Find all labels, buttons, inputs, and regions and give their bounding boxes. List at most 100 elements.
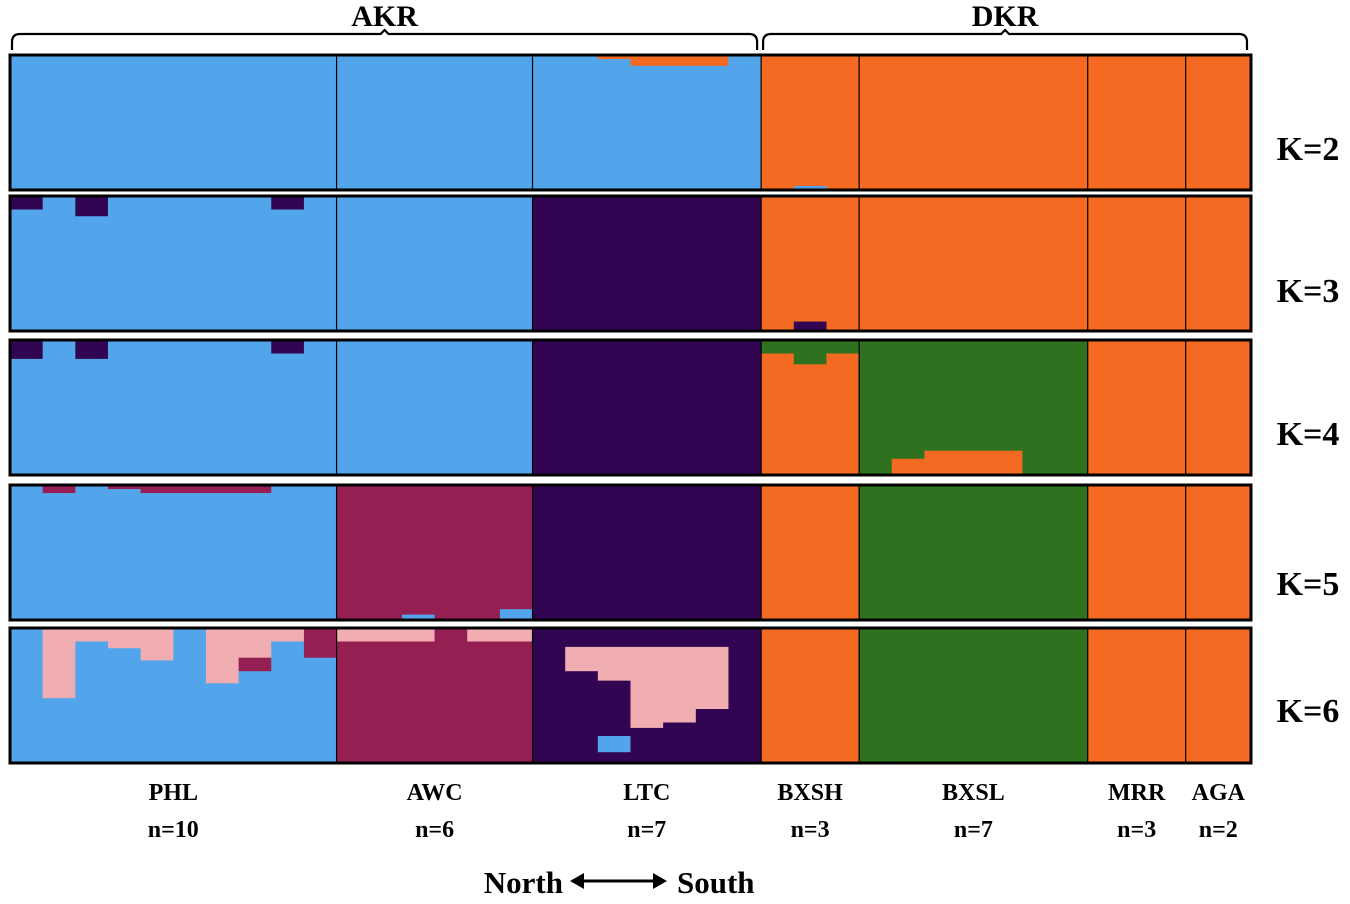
bar-segment-k5-ind29-green — [924, 485, 958, 621]
bar-segment-k6-ind4-blue — [107, 648, 142, 764]
bar-segment-k2-ind3-blue — [75, 55, 109, 191]
population-name-label: PHL — [149, 780, 198, 806]
bar-segment-k2-ind6-blue — [173, 55, 207, 191]
bar-segment-k2-ind23-blue — [728, 55, 762, 191]
bar-segment-k3-ind17-darkpurple — [532, 196, 566, 332]
bar-segment-k2-ind27-orange — [859, 55, 893, 191]
bar-segment-k5-ind24-orange — [761, 485, 795, 621]
bar-segment-k5-ind12-crimson — [369, 485, 403, 621]
bar-segment-k3-ind1-darkpurple — [10, 196, 44, 210]
double-arrow-icon — [570, 873, 667, 889]
bar-segment-k4-ind5-blue — [140, 340, 174, 476]
bar-segment-k4-ind3-blue — [75, 358, 109, 476]
bar-segment-k5-ind17-darkpurple — [532, 485, 566, 621]
population-name-label: AGA — [1192, 780, 1246, 806]
bar-segment-k3-ind30-orange — [957, 196, 991, 332]
bar-segment-k2-ind37-orange — [1185, 55, 1219, 191]
bar-segment-k5-ind25-orange — [793, 485, 828, 621]
bar-segment-k2-ind11-blue — [336, 55, 370, 191]
bar-segment-k6-ind33-green — [1055, 628, 1089, 764]
bar-segment-k4-ind10-blue — [303, 340, 338, 476]
bar-segment-k3-ind19-darkpurple — [597, 196, 632, 332]
bar-segment-k6-ind7-blue — [205, 683, 240, 764]
bar-segment-k5-ind10-blue — [303, 485, 338, 621]
bar-segment-k5-ind22-darkpurple — [695, 485, 730, 621]
bar-segment-k5-ind8-blue — [238, 493, 272, 621]
bar-segment-k4-ind19-darkpurple — [597, 340, 632, 476]
panel-k3 — [8, 194, 1253, 333]
bar-segment-k2-ind20-blue — [630, 65, 664, 191]
bar-segment-k5-ind34-orange — [1087, 485, 1121, 621]
panel-frame — [8, 626, 1253, 765]
bar-segment-k6-ind15-pink — [467, 628, 501, 642]
bar-segment-k4-ind20-darkpurple — [630, 340, 664, 476]
bar-segment-k6-ind11-pink — [336, 628, 370, 642]
bar-segment-k3-ind14-blue — [434, 196, 468, 332]
bar-segment-k3-ind6-blue — [173, 196, 207, 332]
bar-segment-k4-ind2-blue — [42, 340, 76, 476]
bar-segment-k6-ind37-orange — [1185, 628, 1219, 764]
panel-frame — [8, 483, 1253, 622]
bar-segment-k3-ind24-orange — [761, 196, 795, 332]
bar-segment-k3-ind8-blue — [238, 196, 272, 332]
bar-segment-k4-ind21-darkpurple — [663, 340, 697, 476]
bar-segment-k2-ind19-blue — [597, 59, 632, 191]
bar-segment-k6-ind9-pink — [271, 628, 305, 642]
bar-segment-k2-ind32-orange — [1022, 55, 1056, 191]
bar-segment-k6-ind8-crimson — [238, 657, 272, 672]
bar-segment-k4-ind29-orange — [924, 450, 958, 476]
bar-segment-k2-ind19-orange — [597, 55, 632, 60]
bar-segment-k6-ind8-pink — [238, 628, 272, 659]
bar-segment-k6-ind13-crimson — [401, 641, 436, 764]
bar-segment-k2-ind9-blue — [271, 55, 305, 191]
bar-segment-k6-ind36-orange — [1153, 628, 1187, 764]
k-label: K=4 — [1277, 416, 1340, 453]
bar-segment-k5-ind23-darkpurple — [728, 485, 762, 621]
bar-segment-k5-ind5-blue — [140, 493, 174, 621]
bar-segment-k6-ind31-green — [989, 628, 1023, 764]
bar-segment-k3-ind21-darkpurple — [663, 196, 697, 332]
bar-segment-k6-ind34-orange — [1087, 628, 1121, 764]
bar-segment-k5-ind16-blue — [499, 609, 534, 621]
bar-segment-k6-ind28-green — [891, 628, 926, 764]
k-label: K=6 — [1277, 693, 1340, 730]
bar-segment-k4-ind25-green — [793, 340, 828, 365]
bar-segment-k6-ind14-crimson — [434, 628, 468, 764]
bar-segment-k6-ind1-blue — [10, 628, 44, 764]
bar-segment-k6-ind21-darkpurple — [663, 628, 697, 648]
population-size-label: n=3 — [791, 817, 830, 843]
bar-segment-k3-ind22-darkpurple — [695, 196, 730, 332]
bar-segment-k5-ind13-blue — [401, 614, 436, 621]
label-layer: K=2 K=3 K=4 K=5 K=6 PHL n=10 AWC n=6 LTC n=7 BXSH n=… — [148, 0, 1340, 900]
bar-segment-k4-ind8-blue — [238, 340, 272, 476]
bar-segment-k6-ind17-darkpurple — [532, 628, 566, 764]
k-label: K=2 — [1277, 131, 1340, 168]
bar-segment-k4-ind29-green — [924, 340, 958, 452]
admixture-bar-layer — [8, 53, 1253, 765]
bar-segment-k5-ind7-blue — [205, 493, 240, 621]
direction-north-label: North — [484, 865, 563, 899]
bar-segment-k3-ind11-blue — [336, 196, 370, 332]
bar-segment-k6-ind16-pink — [499, 628, 534, 642]
bar-segment-k4-ind24-green — [761, 340, 795, 354]
bar-segment-k4-ind7-blue — [205, 340, 240, 476]
bar-segment-k2-ind8-blue — [238, 55, 272, 191]
bar-segment-k4-ind11-blue — [336, 340, 370, 476]
bar-segment-k5-ind30-green — [957, 485, 991, 621]
bar-segment-k5-ind31-green — [989, 485, 1023, 621]
bar-segment-k6-ind3-blue — [75, 641, 109, 764]
bar-segment-k6-ind20-darkpurple — [630, 727, 664, 764]
bar-segment-k5-ind27-green — [859, 485, 893, 621]
bar-segment-k4-ind3-darkpurple — [75, 340, 109, 360]
bar-segment-k4-ind24-orange — [761, 353, 795, 476]
bar-segment-k5-ind19-darkpurple — [597, 485, 632, 621]
population-size-label: n=3 — [1117, 817, 1156, 843]
bar-segment-k5-ind4-blue — [107, 489, 142, 621]
bar-segment-k6-ind19-darkpurple — [597, 752, 632, 764]
panel-frame — [8, 338, 1253, 477]
bar-segment-k5-ind36-orange — [1153, 485, 1187, 621]
bar-segment-k5-ind4-crimson — [107, 485, 142, 490]
bar-segment-k5-ind28-green — [891, 485, 926, 621]
bar-segment-k6-ind2-pink — [42, 628, 76, 699]
bar-segment-k3-ind37-orange — [1185, 196, 1219, 332]
